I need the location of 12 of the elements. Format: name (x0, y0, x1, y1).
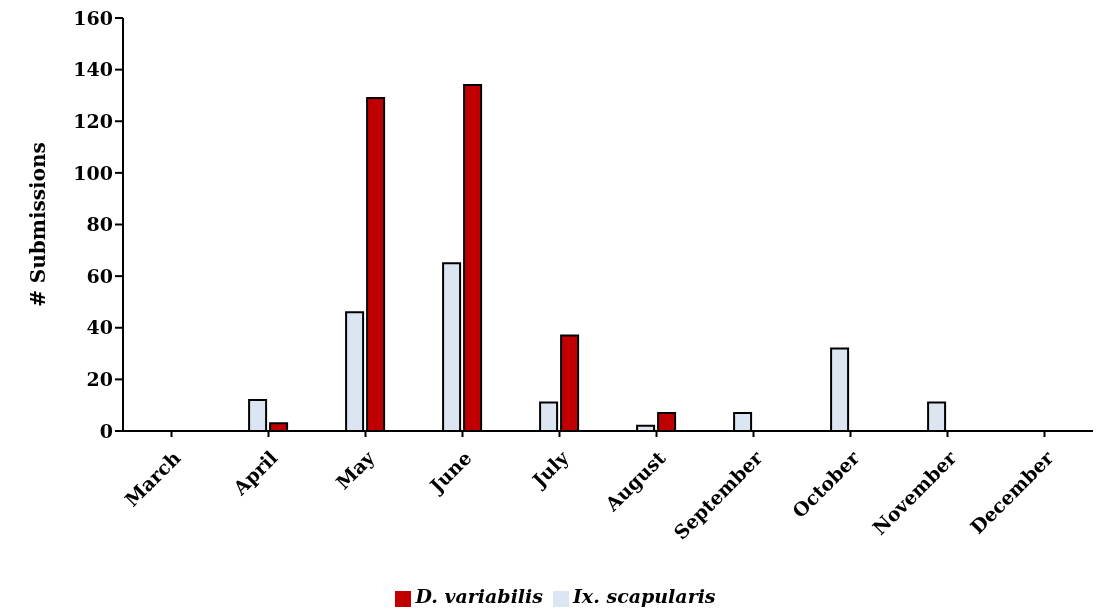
y-tick-label: 80 (86, 213, 113, 236)
legend-label: D. variabilis (415, 585, 543, 607)
y-tick-label: 40 (86, 316, 113, 339)
y-tick-label: 100 (73, 161, 113, 184)
legend-label: Ix. scapularis (572, 585, 716, 607)
y-tick-label: 140 (73, 58, 113, 81)
y-tick-label: 0 (99, 419, 113, 442)
y-tick-label: 20 (86, 368, 113, 391)
y-tick-label: 60 (86, 264, 113, 287)
y-axis-title: # Submissions (26, 142, 51, 307)
y-tick-label: 160 (73, 6, 113, 29)
y-tick-label: 120 (73, 110, 113, 132)
